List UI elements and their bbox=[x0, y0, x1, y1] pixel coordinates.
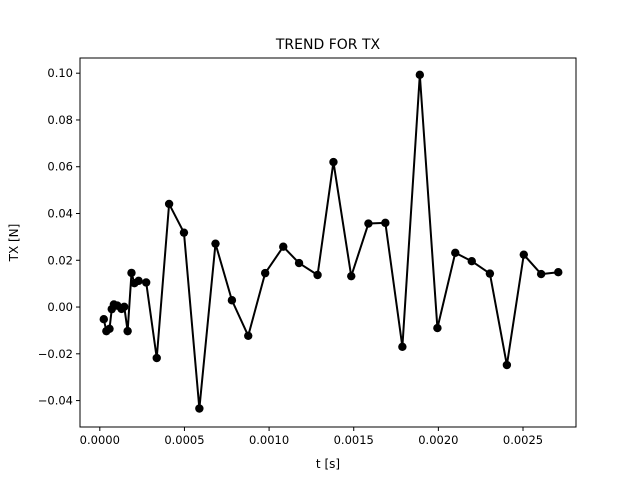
data-point bbox=[105, 324, 114, 333]
data-point bbox=[381, 218, 390, 228]
x-tick-label: 0.0015 bbox=[334, 433, 374, 447]
data-point bbox=[329, 157, 338, 167]
x-tick-label: 0.0000 bbox=[80, 433, 120, 447]
data-point bbox=[120, 302, 129, 312]
data-point bbox=[260, 268, 270, 278]
x-axis-ticks: 0.0000 0.0005 0.0010 0.0015 0.0020 0.0025 bbox=[80, 427, 543, 447]
data-point bbox=[179, 228, 189, 237]
y-tick-label: 0.00 bbox=[47, 300, 73, 314]
data-point bbox=[99, 314, 108, 324]
data-point bbox=[554, 267, 563, 277]
data-point bbox=[152, 353, 161, 363]
y-axis-ticks: −0.04 −0.02 0.00 0.02 0.04 0.06 0.08 0.10 bbox=[38, 66, 80, 408]
data-point bbox=[134, 276, 143, 286]
data-point bbox=[519, 250, 528, 259]
data-point bbox=[279, 242, 288, 251]
series-layer bbox=[99, 70, 563, 413]
y-tick-label: 0.06 bbox=[47, 160, 73, 174]
data-point bbox=[502, 360, 512, 370]
x-tick-label: 0.0010 bbox=[249, 433, 289, 447]
data-point bbox=[211, 239, 220, 248]
y-tick-label: 0.10 bbox=[47, 66, 73, 80]
data-point bbox=[347, 271, 356, 281]
data-point bbox=[141, 278, 151, 287]
x-tick-label: 0.0025 bbox=[503, 433, 543, 447]
data-point bbox=[244, 331, 253, 341]
data-point bbox=[536, 269, 546, 279]
y-tick-label: 0.04 bbox=[47, 207, 73, 221]
data-point bbox=[467, 257, 476, 266]
y-tick-label: 0.02 bbox=[47, 253, 73, 267]
y-tick-label: −0.02 bbox=[38, 347, 73, 361]
x-tick-label: 0.0020 bbox=[418, 433, 458, 447]
data-point bbox=[451, 248, 460, 257]
y-tick-label: 0.08 bbox=[47, 113, 73, 127]
data-point bbox=[364, 219, 373, 228]
y-axis-label: TX [N] bbox=[7, 224, 21, 263]
chart-title: TREND FOR TX bbox=[275, 37, 381, 53]
data-point bbox=[195, 404, 204, 413]
y-tick-label: −0.04 bbox=[38, 394, 73, 408]
data-point bbox=[227, 296, 237, 305]
data-point bbox=[164, 199, 174, 209]
data-point bbox=[398, 342, 407, 351]
data-point bbox=[123, 326, 132, 336]
data-point bbox=[127, 268, 136, 278]
x-axis-label: t [s] bbox=[316, 457, 340, 471]
data-point bbox=[433, 323, 442, 333]
data-point bbox=[415, 70, 425, 80]
plot-frame bbox=[79, 57, 577, 428]
data-point bbox=[313, 270, 322, 280]
data-point bbox=[485, 269, 495, 278]
data-point bbox=[294, 258, 304, 268]
x-tick-label: 0.0005 bbox=[164, 433, 204, 447]
